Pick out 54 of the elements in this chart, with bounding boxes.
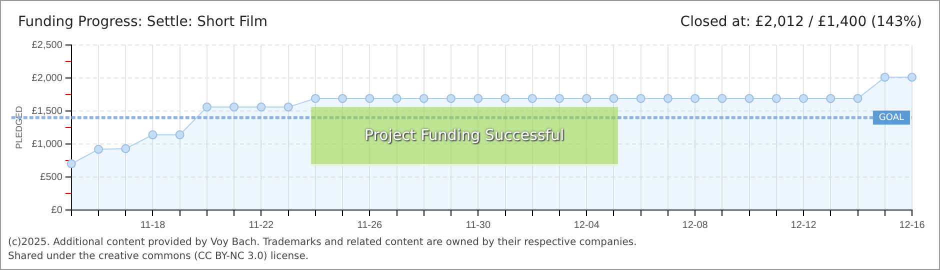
point xyxy=(202,102,212,112)
x-tick-label: 12-04 xyxy=(574,220,600,231)
point xyxy=(908,72,916,82)
y-tick-label: £500 xyxy=(40,172,63,183)
x-tick-label: 12-16 xyxy=(899,220,926,231)
point xyxy=(121,144,130,154)
text: Shared under the creative commons (CC BY-NC 3.0) license. xyxy=(8,251,309,262)
point xyxy=(175,130,184,140)
x-tick-label: 11-26 xyxy=(357,220,383,231)
point xyxy=(500,94,510,103)
point xyxy=(799,94,808,103)
text: (c)2025. Additional content provided by Voy Bach. Trademarks and related content are owned by their respective companies. xyxy=(8,237,637,248)
point xyxy=(474,94,483,103)
point xyxy=(853,94,862,103)
point xyxy=(582,94,592,103)
y-axis-title: PLEDGED xyxy=(14,105,24,150)
y-tick-label: £2,000 xyxy=(32,72,63,84)
y-tick-label: £0 xyxy=(51,204,63,216)
chart-title: Funding Progress: Settle: Short Film xyxy=(18,14,268,30)
point xyxy=(66,159,76,168)
chart-subtitle: Closed at: £2,012 / £1,400 (143%) xyxy=(680,14,922,30)
x-tick-label: 12-08 xyxy=(682,220,708,231)
annotation: Project Funding Successful xyxy=(364,126,564,144)
point xyxy=(663,94,672,103)
point xyxy=(554,94,564,103)
x-tick-label: 11-22 xyxy=(248,220,274,231)
point xyxy=(419,94,428,103)
point xyxy=(528,94,537,103)
point xyxy=(148,130,158,140)
point xyxy=(446,94,456,103)
point xyxy=(365,94,374,103)
ref-line-label: GOAL xyxy=(878,112,904,123)
point xyxy=(772,94,781,103)
point xyxy=(880,72,890,82)
point xyxy=(284,102,293,112)
x-tick-label: 12-12 xyxy=(790,220,817,231)
point xyxy=(94,144,104,154)
x-tick-label: 11-30 xyxy=(466,220,491,231)
point xyxy=(338,94,348,103)
y-tick-label: £1,000 xyxy=(32,138,63,150)
y-tick-label: £2,500 xyxy=(32,40,63,51)
point xyxy=(690,94,700,103)
y-tick-label: £1,500 xyxy=(32,106,63,117)
point xyxy=(718,94,727,103)
point xyxy=(609,94,618,103)
point xyxy=(636,94,646,103)
point xyxy=(392,94,402,103)
point xyxy=(256,102,266,112)
point xyxy=(310,94,320,103)
banner-box: Project Funding Successful xyxy=(310,106,618,166)
point xyxy=(744,94,754,103)
point xyxy=(826,94,836,103)
x-tick-label: 11-18 xyxy=(140,220,166,231)
point xyxy=(230,102,239,112)
